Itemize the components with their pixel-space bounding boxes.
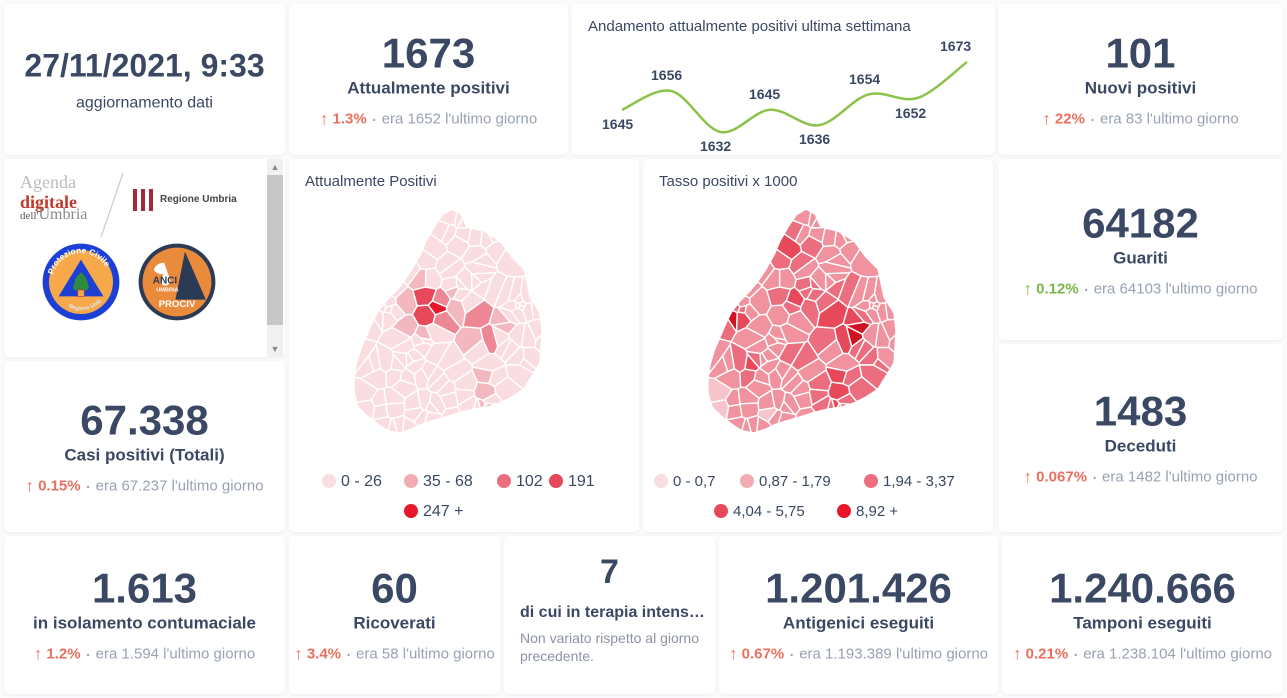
svg-text:247 +: 247 + — [423, 503, 463, 520]
svg-text:4,04 - 5,75: 4,04 - 5,75 — [733, 503, 805, 520]
svg-text:191: 191 — [568, 473, 595, 490]
svg-text:1632: 1632 — [700, 138, 731, 152]
svg-text:1654: 1654 — [849, 71, 880, 87]
svg-text:0 - 26: 0 - 26 — [341, 473, 382, 490]
svg-text:102: 102 — [516, 473, 543, 490]
svg-text:ANCI: ANCI — [153, 276, 178, 287]
svg-text:8,92 +: 8,92 + — [856, 503, 898, 520]
svg-text:35 - 68: 35 - 68 — [423, 473, 473, 490]
svg-text:1656: 1656 — [651, 67, 682, 83]
svg-text:1645: 1645 — [602, 116, 633, 132]
svg-text:1673: 1673 — [940, 38, 971, 54]
svg-text:UMBRIA: UMBRIA — [156, 288, 178, 294]
svg-text:1,94 - 3,37: 1,94 - 3,37 — [883, 473, 955, 490]
svg-text:PROCIV: PROCIV — [159, 299, 196, 310]
svg-text:0,87 - 1,79: 0,87 - 1,79 — [759, 473, 831, 490]
svg-text:1652: 1652 — [895, 105, 926, 121]
svg-text:1636: 1636 — [799, 131, 830, 147]
svg-text:0 - 0,7: 0 - 0,7 — [673, 473, 716, 490]
svg-text:1645: 1645 — [749, 86, 780, 102]
